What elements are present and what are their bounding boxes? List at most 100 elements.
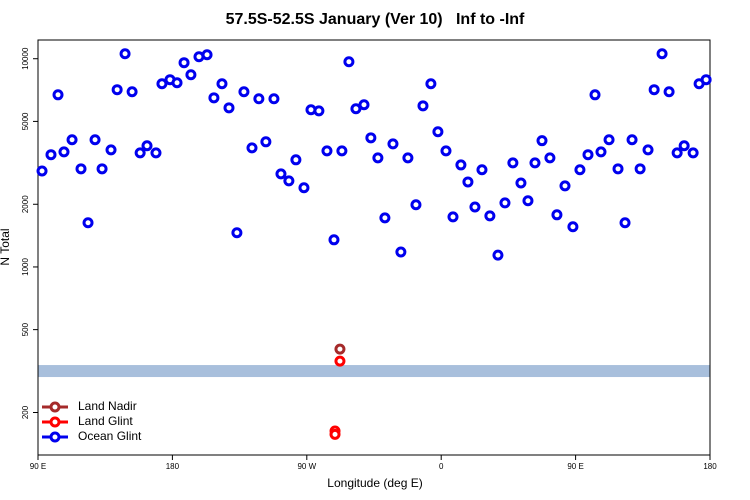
point: [656, 48, 668, 60]
point: [544, 152, 556, 164]
y-tick-label: 1000: [21, 258, 30, 276]
point: [499, 197, 511, 209]
y-tick-label: 500: [21, 322, 30, 336]
legend-label: Ocean Glint: [78, 429, 142, 443]
point: [671, 147, 683, 159]
point: [551, 209, 563, 221]
point: [75, 163, 87, 175]
legend-label: Land Nadir: [78, 399, 137, 413]
point: [208, 92, 220, 104]
point: [238, 86, 250, 98]
x-tick-label: 90 E: [567, 462, 583, 471]
point: [283, 175, 295, 187]
point: [678, 140, 690, 152]
point: [223, 102, 235, 114]
x-axis-label: Longitude (deg E): [327, 476, 422, 490]
point: [328, 234, 340, 246]
point: [567, 221, 579, 233]
point: [469, 201, 481, 213]
point: [372, 152, 384, 164]
point: [410, 199, 422, 211]
point: [231, 227, 243, 239]
y-axis-label: N Total: [0, 228, 12, 265]
legend-marker: [49, 431, 61, 443]
legend-marker: [49, 401, 61, 413]
point: [387, 138, 399, 150]
point: [134, 147, 146, 159]
point: [358, 99, 370, 111]
point: [290, 154, 302, 166]
point: [45, 149, 57, 161]
point: [275, 168, 287, 180]
point: [417, 100, 429, 112]
point: [648, 84, 660, 96]
point: [492, 249, 504, 261]
point: [313, 105, 325, 117]
point: [515, 177, 527, 189]
point: [365, 132, 377, 144]
point: [178, 57, 190, 69]
point: [343, 56, 355, 68]
legend-marker: [49, 416, 61, 428]
point: [642, 144, 654, 156]
point: [58, 146, 70, 158]
legend-label: Land Glint: [78, 414, 133, 428]
shaded-band: [38, 365, 710, 378]
y-tick-label: 5000: [21, 112, 30, 130]
point: [66, 134, 78, 146]
point: [260, 136, 272, 148]
point: [156, 78, 168, 90]
point: [350, 103, 362, 115]
point: [126, 86, 138, 98]
point: [462, 176, 474, 188]
x-tick-label: 90 W: [297, 462, 316, 471]
y-tick-label: 2000: [21, 195, 30, 213]
x-tick-label: 90 E: [30, 462, 46, 471]
y-tick-label: 10000: [21, 47, 30, 70]
point: [216, 78, 228, 90]
point: [559, 180, 571, 192]
point: [321, 145, 333, 157]
point: [589, 89, 601, 101]
point: [529, 157, 541, 169]
point: [612, 163, 624, 175]
point: [185, 69, 197, 81]
point: [150, 147, 162, 159]
point: [379, 212, 391, 224]
x-tick-label: 180: [166, 462, 180, 471]
point: [298, 182, 310, 194]
point: [395, 246, 407, 258]
point: [603, 134, 615, 146]
point: [201, 49, 213, 61]
point: [484, 210, 496, 222]
point: [82, 217, 94, 229]
point: [52, 89, 64, 101]
point: [336, 145, 348, 157]
point: [268, 93, 280, 105]
chart-title: 57.5S-52.5S January (Ver 10) Inf to -Inf: [226, 11, 525, 28]
point: [634, 163, 646, 175]
point: [111, 84, 123, 96]
x-tick-label: 0: [439, 462, 444, 471]
point: [425, 78, 437, 90]
point: [96, 163, 108, 175]
point: [89, 134, 101, 146]
point: [334, 355, 346, 367]
point: [402, 152, 414, 164]
point: [329, 428, 341, 440]
point: [246, 142, 258, 154]
point: [536, 135, 548, 147]
point: [663, 86, 675, 98]
point: [432, 126, 444, 138]
plot-frame: [37, 39, 711, 456]
point: [700, 74, 712, 86]
point: [626, 134, 638, 146]
point: [171, 77, 183, 89]
point: [119, 48, 131, 60]
point: [574, 164, 586, 176]
point: [582, 149, 594, 161]
point: [619, 217, 631, 229]
point: [440, 145, 452, 157]
point: [595, 146, 607, 158]
